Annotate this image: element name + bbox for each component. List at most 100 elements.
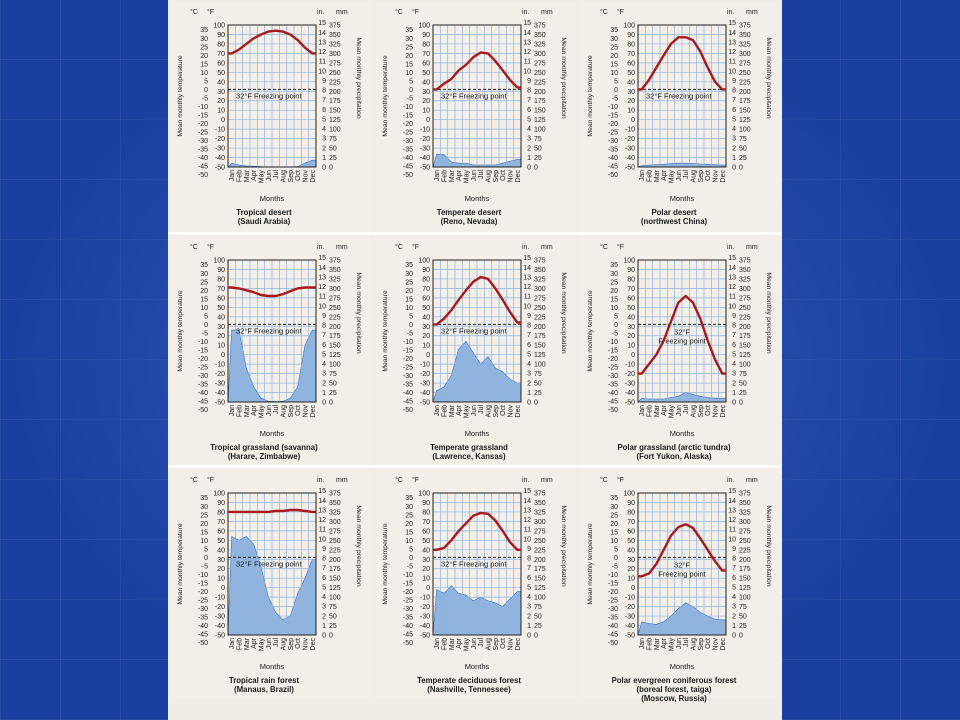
tick-inches: 1 xyxy=(527,155,531,162)
tick-celsius: -45 xyxy=(198,164,208,171)
month-label-may: May xyxy=(259,638,266,652)
tick-millimeters: 325 xyxy=(739,509,751,516)
tick-inches: 13 xyxy=(728,39,736,46)
tick-millimeters: 250 xyxy=(329,305,341,312)
tick-millimeters: 325 xyxy=(329,41,341,48)
temperature-point xyxy=(501,530,504,532)
tick-inches: 2 xyxy=(527,613,531,620)
tick-fahrenheit: 40 xyxy=(217,314,225,321)
tick-millimeters: 75 xyxy=(739,604,747,611)
tick-fahrenheit: 80 xyxy=(217,41,225,48)
plot-frame xyxy=(227,492,317,636)
tick-fahrenheit: 40 xyxy=(422,314,430,321)
tick-inches: 12 xyxy=(523,517,531,524)
month-label-jan: Jan xyxy=(229,638,236,649)
tick-celsius: -5 xyxy=(612,563,618,570)
tick-fahrenheit: -30 xyxy=(625,614,635,621)
month-label-mar: Mar xyxy=(449,404,456,417)
temperature-point xyxy=(699,537,702,540)
tick-fahrenheit: 70 xyxy=(217,286,225,293)
month-label-may: May xyxy=(669,638,676,652)
tick-fahrenheit: 40 xyxy=(422,79,430,86)
tick-fahrenheit: 70 xyxy=(627,519,635,526)
temperature-point xyxy=(230,52,233,55)
tick-millimeters: 225 xyxy=(739,314,751,321)
tick-fahrenheit: 30 xyxy=(422,324,430,331)
tick-inches: 11 xyxy=(319,294,326,301)
tick-celsius: 15 xyxy=(200,529,208,536)
month-label-sep: Sep xyxy=(288,405,295,418)
tick-millimeters: 375 xyxy=(739,491,751,498)
tick-millimeters: 50 xyxy=(739,146,747,153)
tick-inches: 0 xyxy=(527,400,531,407)
tick-inches: 4 xyxy=(527,361,531,368)
tick-inches: 7 xyxy=(527,565,531,572)
tick-millimeters: 100 xyxy=(534,362,546,369)
tick-inches: 7 xyxy=(527,332,531,339)
tick-inches: 12 xyxy=(318,49,326,56)
tick-celsius: -5 xyxy=(202,330,208,337)
temperature-point xyxy=(311,52,314,55)
temperature-point xyxy=(252,291,255,293)
tick-fahrenheit: 90 xyxy=(627,267,635,274)
temperature-point xyxy=(296,509,299,511)
month-label-mar: Mar xyxy=(244,637,251,650)
tick-millimeters: 25 xyxy=(534,155,542,162)
tick-millimeters: 175 xyxy=(329,566,341,573)
tick-celsius: -40 xyxy=(403,390,413,397)
tick-fahrenheit: -30 xyxy=(215,146,225,153)
temperature-point xyxy=(450,78,453,80)
tick-inches: 9 xyxy=(732,313,736,320)
tick-millimeters: 0 xyxy=(534,633,538,640)
tick-celsius: 5 xyxy=(614,78,618,85)
tick-fahrenheit: 40 xyxy=(217,79,225,86)
temperature-point xyxy=(721,372,724,375)
tick-celsius: -45 xyxy=(198,399,208,406)
tick-millimeters: 275 xyxy=(534,60,546,67)
tick-inches: 11 xyxy=(524,527,531,534)
tick-millimeters: 100 xyxy=(329,595,341,602)
tick-fahrenheit: 70 xyxy=(422,519,430,526)
tick-millimeters: 225 xyxy=(739,79,751,86)
tick-inches: 8 xyxy=(732,323,736,330)
month-label-jan: Jan xyxy=(639,638,646,649)
tick-celsius: -20 xyxy=(198,121,208,128)
temperature-point xyxy=(245,289,248,292)
tick-inches: 14 xyxy=(318,265,326,272)
temperature-line xyxy=(433,275,521,326)
tick-inches: 8 xyxy=(322,88,326,95)
tick-fahrenheit: 60 xyxy=(217,60,225,67)
tick-millimeters: 375 xyxy=(534,258,546,265)
month-label-jul: Jul xyxy=(273,170,280,179)
tick-celsius: -35 xyxy=(608,147,618,154)
tick-millimeters: 225 xyxy=(329,79,341,86)
tick-millimeters: 125 xyxy=(739,117,751,124)
plot-frame xyxy=(432,24,522,168)
tick-millimeters: 375 xyxy=(329,491,341,498)
tick-fahrenheit: -10 xyxy=(215,127,225,134)
tick-fahrenheit: 0 xyxy=(426,352,430,359)
tick-millimeters: 300 xyxy=(739,286,751,293)
tick-fahrenheit: 50 xyxy=(217,538,225,545)
temperature-point xyxy=(304,46,306,49)
tick-millimeters: 0 xyxy=(329,165,333,172)
month-label-aug: Aug xyxy=(691,170,698,183)
tick-fahrenheit: -50 xyxy=(215,400,225,407)
tick-inches: 8 xyxy=(732,556,736,563)
tick-inches: 4 xyxy=(322,126,326,133)
tick-celsius: 5 xyxy=(409,313,413,320)
tick-millimeters: 325 xyxy=(534,509,546,516)
tick-millimeters: 350 xyxy=(534,32,546,39)
tick-millimeters: 200 xyxy=(739,89,751,96)
tick-millimeters: 375 xyxy=(739,258,751,265)
unit-fahrenheit: °F xyxy=(412,476,419,484)
month-label-oct: Oct xyxy=(705,170,712,181)
ylabel-temperature: Mean monthly temperature xyxy=(382,290,389,371)
tick-inches: 11 xyxy=(524,294,531,301)
chart-title: Tropical desert xyxy=(236,208,292,217)
tick-celsius: -10 xyxy=(198,104,208,111)
unit-fahrenheit: °F xyxy=(412,243,419,251)
tick-celsius: -25 xyxy=(198,129,208,136)
tick-fahrenheit: -40 xyxy=(420,155,430,162)
tick-celsius: 10 xyxy=(405,538,413,545)
